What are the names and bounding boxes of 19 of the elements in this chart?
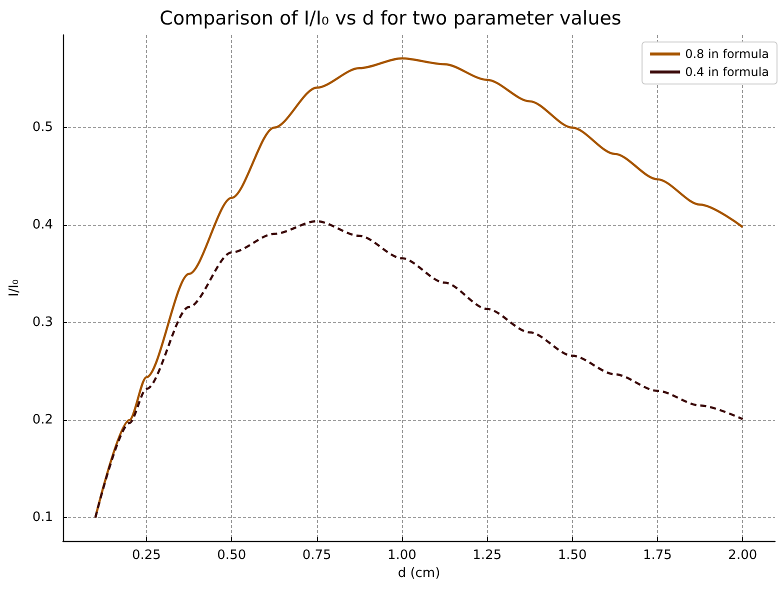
x-tick-label: 1.50 <box>558 548 587 563</box>
y-tick-label: 0.1 <box>32 510 53 526</box>
y-tick-label: 0.3 <box>32 315 53 330</box>
chart-title: Comparison of I/I₀ vs d for two parameter values <box>160 8 622 30</box>
y-tick-label: 0.2 <box>32 412 53 428</box>
x-tick-label: 1.00 <box>387 548 416 563</box>
legend-label: 0.8 in formula <box>685 47 770 61</box>
x-tick-label: 1.25 <box>472 548 502 563</box>
line-series <box>94 220 744 519</box>
y-tick-label: 0.4 <box>32 218 53 233</box>
y-tick-label: 0.5 <box>32 120 53 136</box>
x-tick-label: 2.00 <box>728 548 758 563</box>
y-axis-title: I/I₀ <box>7 279 22 297</box>
x-tick-label: 0.50 <box>217 548 246 563</box>
x-tick-label: 0.25 <box>132 548 161 563</box>
x-tick-label: 0.75 <box>302 548 332 563</box>
x-tick-label: 1.75 <box>642 548 672 563</box>
legend-label: 0.4 in formula <box>685 65 770 79</box>
x-axis-title: d (cm) <box>398 566 440 581</box>
